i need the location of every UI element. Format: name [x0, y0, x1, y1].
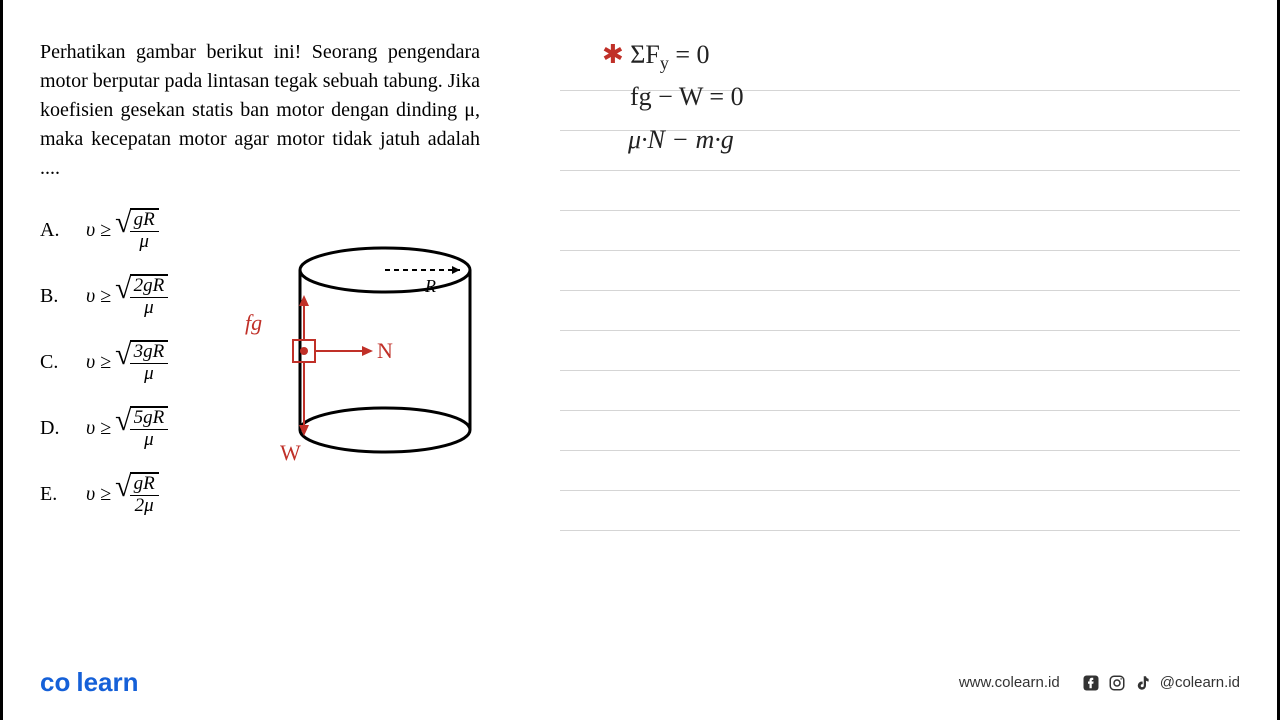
sqrt-expression: √2gRμ	[115, 274, 168, 319]
ruled-line	[560, 290, 1240, 291]
sqrt-expression: √gR2μ	[115, 472, 159, 517]
ruled-line	[560, 530, 1240, 531]
numerator: gR	[130, 210, 159, 232]
logo-learn: learn	[76, 667, 138, 697]
facebook-icon	[1082, 674, 1100, 692]
option-prefix: υ ≥	[86, 351, 111, 374]
content-area: Perhatikan gambar berikut ini! Seorang p…	[0, 0, 1280, 720]
denominator: 2μ	[131, 496, 158, 517]
radius-label: R	[424, 276, 436, 296]
ruled-line	[560, 250, 1240, 251]
ruled-line	[560, 370, 1240, 371]
numerator: 3gR	[130, 342, 169, 364]
work-line-3: μ·N − m·g	[628, 125, 734, 155]
footer-url: www.colearn.id	[959, 674, 1060, 691]
question-column: Perhatikan gambar berikut ini! Seorang p…	[0, 0, 500, 720]
option-math: υ ≥ √gR2μ	[86, 472, 159, 517]
ruled-line	[560, 490, 1240, 491]
option-math: υ ≥ √5gRμ	[86, 406, 168, 451]
option-label: E.	[40, 483, 68, 506]
work-line-1: ✱ ΣFy = 0	[602, 40, 710, 74]
denominator: μ	[140, 430, 158, 451]
n-label: N	[377, 338, 393, 364]
work-column: ✱ ΣFy = 0 fg − W = 0 μ·N − m·g	[560, 20, 1240, 640]
question-text: Perhatikan gambar berikut ini! Seorang p…	[40, 38, 480, 183]
footer: colearn www.colearn.id @colearn.id	[40, 667, 1240, 698]
ruled-line	[560, 410, 1240, 411]
ruled-line	[560, 170, 1240, 171]
logo-co: co	[40, 667, 70, 697]
numerator: 2gR	[130, 276, 169, 298]
numerator: 5gR	[130, 408, 169, 430]
sqrt-expression: √3gRμ	[115, 340, 168, 385]
sqrt-expression: √gRμ	[115, 208, 159, 253]
option-math: υ ≥ √2gRμ	[86, 274, 168, 319]
ruled-line	[560, 210, 1240, 211]
denominator: μ	[140, 298, 158, 319]
cylinder-diagram: R fg N W	[285, 240, 485, 470]
social-icons: @colearn.id	[1082, 674, 1240, 692]
tiktok-icon	[1134, 674, 1152, 692]
w-label: W	[280, 440, 301, 466]
work-line-2: fg − W = 0	[630, 82, 744, 112]
option-label: B.	[40, 285, 68, 308]
option-label: A.	[40, 219, 68, 242]
option-e: E. υ ≥ √gR2μ	[40, 465, 480, 523]
option-label: C.	[40, 351, 68, 374]
denominator: μ	[140, 364, 158, 385]
option-prefix: υ ≥	[86, 483, 111, 506]
colearn-logo: colearn	[40, 667, 139, 698]
instagram-icon	[1108, 674, 1126, 692]
footer-handle: @colearn.id	[1160, 674, 1240, 691]
option-label: D.	[40, 417, 68, 440]
option-math: υ ≥ √3gRμ	[86, 340, 168, 385]
fg-label: fg	[245, 310, 262, 336]
option-prefix: υ ≥	[86, 285, 111, 308]
denominator: μ	[135, 232, 153, 253]
sqrt-expression: √5gRμ	[115, 406, 168, 451]
ruled-line	[560, 330, 1240, 331]
numerator: gR	[130, 474, 159, 496]
footer-right: www.colearn.id @colearn.id	[959, 674, 1240, 692]
option-prefix: υ ≥	[86, 417, 111, 440]
ruled-line	[560, 450, 1240, 451]
option-math: υ ≥ √gRμ	[86, 208, 159, 253]
option-prefix: υ ≥	[86, 219, 111, 242]
